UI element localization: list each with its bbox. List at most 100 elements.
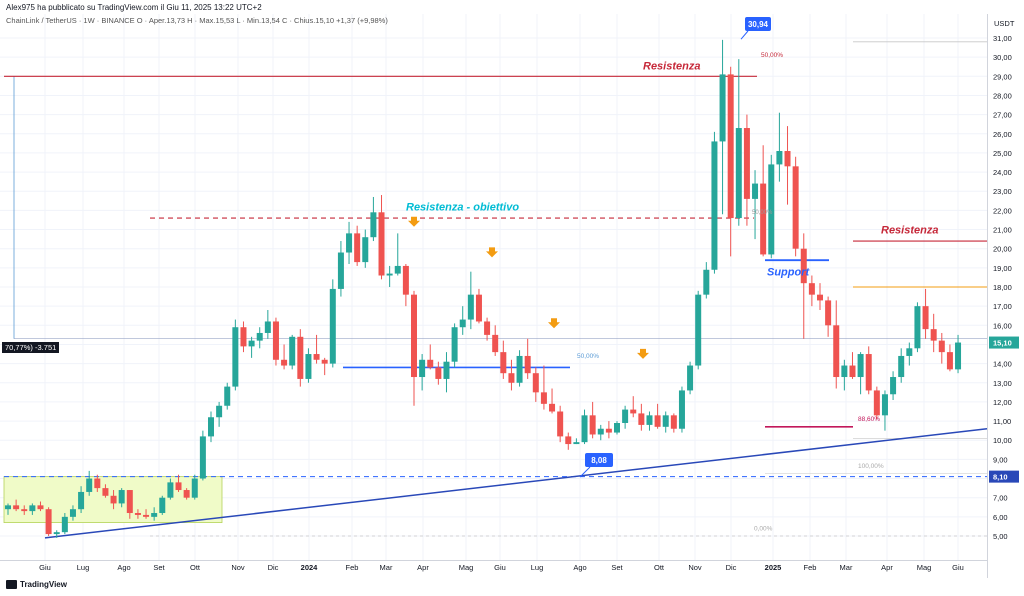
candle-body bbox=[890, 377, 897, 395]
candle bbox=[134, 509, 141, 519]
candle bbox=[670, 413, 677, 433]
candle bbox=[622, 405, 629, 429]
candle bbox=[678, 386, 685, 433]
candle bbox=[605, 421, 612, 439]
candle-body bbox=[21, 509, 28, 512]
fib-50-label-top: 50,00% bbox=[761, 52, 783, 59]
resistance-label-top: Resistenza bbox=[643, 61, 700, 73]
candle-body bbox=[354, 233, 361, 263]
candle bbox=[492, 325, 499, 356]
price-tick-label: 16,00 bbox=[993, 321, 1012, 330]
candle-body bbox=[370, 212, 377, 238]
candle-body bbox=[695, 294, 702, 366]
candle bbox=[370, 196, 377, 242]
candle-body bbox=[29, 505, 36, 512]
candle bbox=[581, 409, 588, 445]
candle bbox=[13, 499, 20, 512]
price-tick-label: 19,00 bbox=[993, 264, 1012, 273]
price-tick-label: 21,00 bbox=[993, 226, 1012, 235]
candle bbox=[256, 327, 263, 349]
candle-body bbox=[37, 505, 44, 510]
candle-body bbox=[126, 490, 133, 514]
candle-body bbox=[508, 373, 515, 383]
candle-body bbox=[321, 359, 328, 364]
candle-body bbox=[435, 367, 442, 379]
candle-body bbox=[216, 405, 223, 418]
candle bbox=[321, 357, 328, 376]
candle bbox=[841, 359, 848, 391]
candle-body bbox=[451, 327, 458, 362]
current-price-tag bbox=[989, 336, 1019, 349]
time-tick-label: Dic bbox=[268, 563, 279, 572]
candle-body bbox=[61, 516, 68, 533]
candle bbox=[524, 338, 531, 379]
resistance-target-label: Resistenza - obiettivo bbox=[406, 201, 519, 213]
candle-body bbox=[337, 252, 344, 289]
candle bbox=[443, 352, 450, 393]
candle-body bbox=[264, 321, 271, 333]
candle bbox=[938, 332, 945, 364]
candle-body bbox=[735, 128, 742, 219]
candle-body bbox=[873, 390, 880, 416]
price-tick-label: 22,00 bbox=[993, 206, 1012, 215]
symbol-info[interactable]: ChainLink / TetherUS · 1W · BINANCE O · … bbox=[6, 16, 388, 25]
down-arrow-icon bbox=[408, 216, 420, 227]
candle-body bbox=[825, 300, 832, 326]
candle bbox=[743, 114, 750, 226]
fib-50-label-dec: 50,00% bbox=[752, 210, 773, 216]
candle-body bbox=[110, 495, 117, 504]
candle-body bbox=[532, 373, 539, 393]
candle-body bbox=[329, 288, 336, 364]
candle bbox=[687, 361, 694, 395]
candle-body bbox=[930, 329, 937, 341]
candle-body bbox=[597, 428, 604, 435]
candle-body bbox=[646, 415, 653, 425]
candle-body bbox=[248, 340, 255, 347]
candle bbox=[411, 290, 417, 406]
candle-body bbox=[703, 269, 710, 295]
candle-body bbox=[817, 294, 823, 301]
trend-line bbox=[44, 427, 988, 539]
resistance-label-right: Resistenza bbox=[881, 224, 938, 236]
candle bbox=[378, 195, 385, 280]
high-callout bbox=[745, 17, 771, 31]
candle bbox=[78, 486, 85, 514]
price-axis[interactable]: 5,006,007,008,009,0010,0011,0012,0013,00… bbox=[989, 34, 1019, 541]
time-axis[interactable]: Giu Lug Ago Set Ott Nov Dic 2024 Feb Mar Apr Mag Giu… bbox=[39, 563, 964, 572]
candle bbox=[346, 221, 353, 265]
brand-label: TradingView bbox=[20, 580, 67, 589]
candle-body bbox=[191, 478, 198, 498]
candle bbox=[329, 279, 336, 368]
price-tick-label: 5,00 bbox=[993, 532, 1008, 541]
candle bbox=[459, 306, 466, 335]
candle bbox=[890, 371, 897, 401]
candle-body bbox=[5, 505, 11, 510]
candle-body bbox=[411, 294, 417, 378]
time-tick-label: Mag bbox=[459, 563, 474, 572]
candle bbox=[484, 317, 491, 341]
price-tick-label: 23,00 bbox=[993, 187, 1012, 196]
candle bbox=[955, 334, 962, 374]
candle bbox=[61, 513, 68, 535]
down-arrow-icon bbox=[637, 348, 649, 359]
down-arrow-icon bbox=[548, 318, 560, 329]
candle-body bbox=[240, 327, 247, 347]
candle-body bbox=[394, 265, 401, 274]
candle-body bbox=[492, 334, 499, 353]
candle-body bbox=[305, 354, 312, 379]
price-tick-label: 10,00 bbox=[993, 436, 1012, 445]
annotations-layer: Resistenza Resistenza - obiettivo Resisten… bbox=[406, 17, 938, 532]
candle bbox=[857, 352, 864, 395]
low-callout bbox=[585, 453, 613, 468]
candle-body bbox=[183, 490, 190, 498]
candle-body bbox=[881, 394, 888, 416]
current-price-text: 15,10 bbox=[993, 339, 1012, 348]
candle bbox=[508, 359, 515, 391]
tradingview-logo[interactable]: TradingView bbox=[6, 580, 67, 589]
candle bbox=[394, 233, 401, 276]
price-tick-label: 29,00 bbox=[993, 72, 1012, 81]
candle-body bbox=[199, 436, 206, 479]
candle bbox=[719, 39, 726, 215]
time-tick-label: Giu bbox=[952, 563, 964, 572]
